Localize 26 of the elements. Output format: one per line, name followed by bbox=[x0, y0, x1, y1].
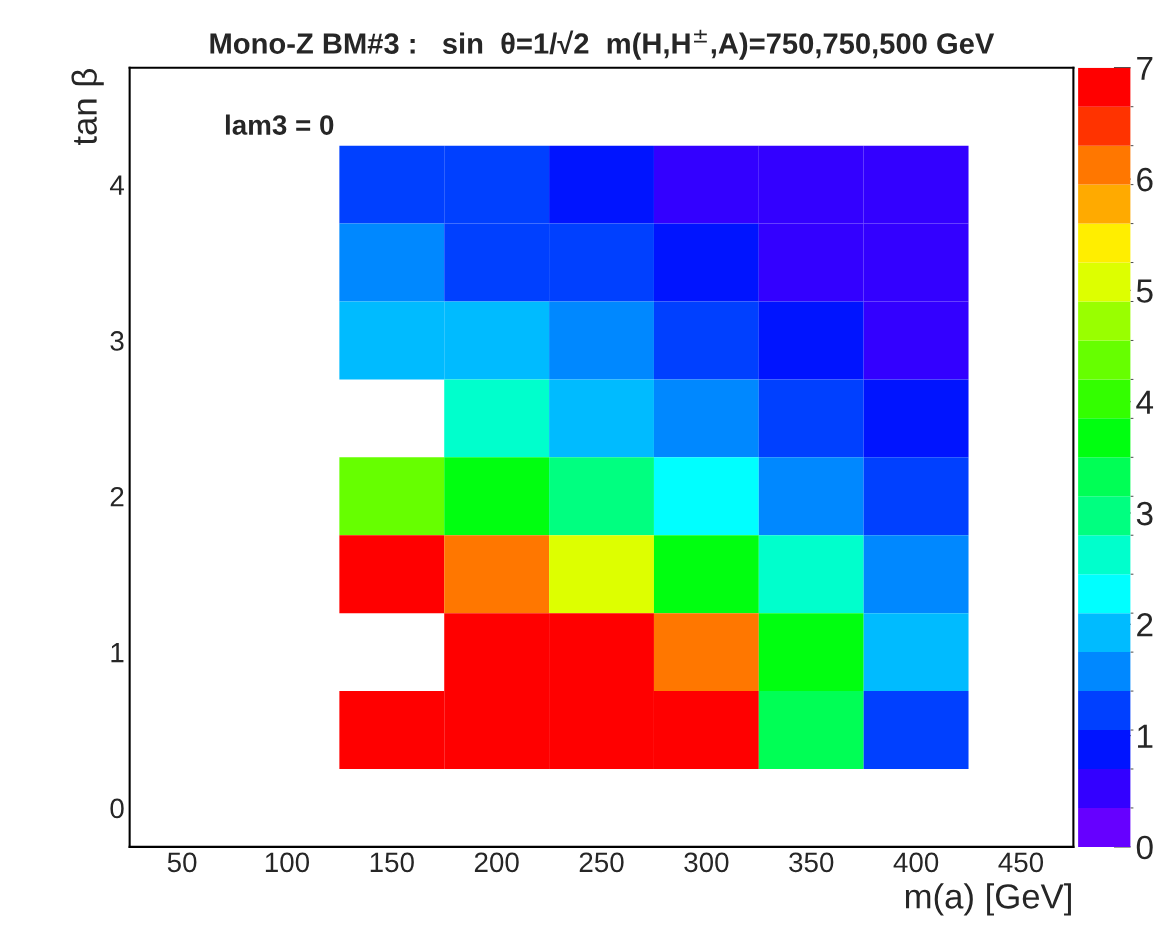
color-bar-label: 4 bbox=[1136, 390, 1154, 414]
y-axis-title: tan β bbox=[71, 69, 104, 146]
x-tick-label: 100 bbox=[265, 852, 310, 873]
color-bar-label: 1 bbox=[1138, 724, 1153, 748]
y-tick-label: 0 bbox=[110, 798, 124, 819]
color-bar-label: 0 bbox=[1136, 835, 1153, 860]
x-tick-label: 350 bbox=[789, 852, 834, 873]
x-tick-label: 300 bbox=[684, 852, 729, 873]
x-tick-label: 450 bbox=[998, 852, 1044, 873]
annotation: lam3 = 0 bbox=[225, 114, 334, 135]
chart-title: Mono-Z BM#3 : sin θ=1/√2 m(H,H$^{±}$,A)=750,750,500 GeV bbox=[210, 29, 995, 60]
color-bar-label: 5 bbox=[1136, 279, 1153, 303]
y-tick-label: 2 bbox=[110, 486, 124, 507]
x-tick-label: 250 bbox=[579, 852, 624, 873]
y-tick-label: 3 bbox=[110, 331, 124, 351]
color-bar-label: 3 bbox=[1136, 501, 1153, 526]
y-tick-label: 1 bbox=[111, 643, 124, 663]
y-tick-label: 4 bbox=[109, 175, 124, 195]
color-bar-label: 7 bbox=[1137, 56, 1153, 80]
x-tick-label: 150 bbox=[370, 852, 414, 873]
color-bar-label: 6 bbox=[1137, 167, 1153, 192]
x-tick-label: 50 bbox=[167, 852, 197, 873]
x-tick-label: 400 bbox=[893, 852, 939, 873]
x-tick-label: 200 bbox=[474, 852, 519, 873]
color-bar-label: 2 bbox=[1137, 613, 1153, 637]
x-axis-title: m(a) [GeV] bbox=[905, 883, 1071, 916]
